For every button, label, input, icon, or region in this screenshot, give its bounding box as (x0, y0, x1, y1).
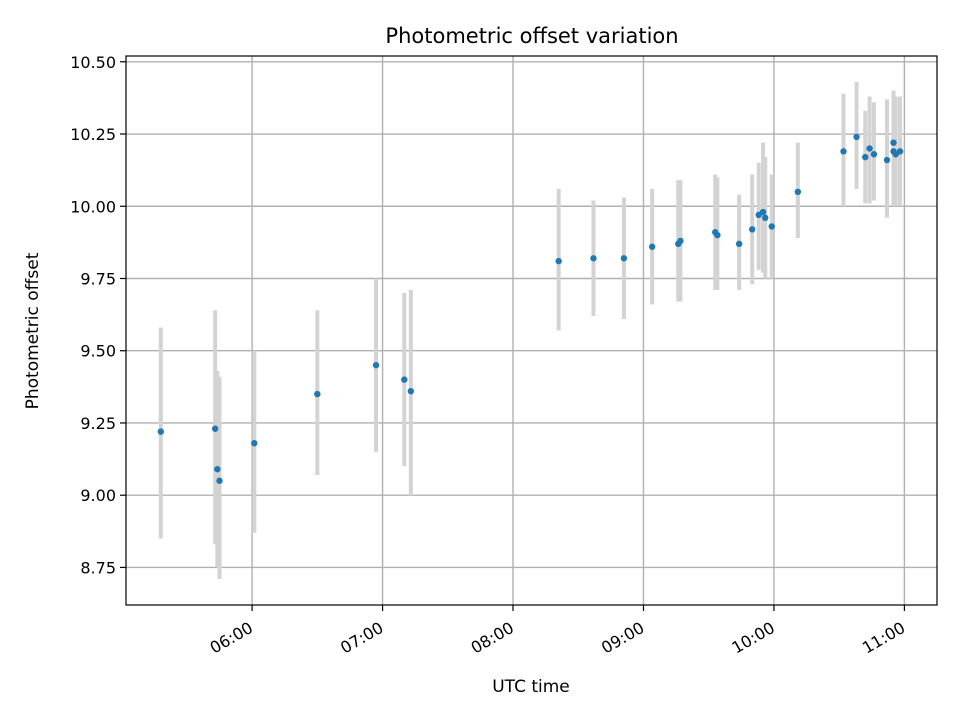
grid-lines (126, 56, 937, 605)
y-tick-label: 9.25 (80, 414, 116, 433)
data-point (216, 477, 223, 484)
y-axis-label: Photometric offset (23, 252, 43, 409)
data-point (211, 425, 219, 432)
data-point (251, 439, 258, 447)
y-tick-label: 10.25 (70, 125, 116, 144)
data-point (590, 255, 597, 262)
y-tick-label: 10.50 (70, 53, 116, 72)
data-point (883, 156, 891, 164)
y-tick-label: 9.00 (80, 486, 116, 505)
data-point (314, 390, 321, 398)
y-tick-label: 9.50 (80, 342, 116, 361)
data-points (157, 133, 904, 484)
x-tick-label: 11:00 (859, 618, 908, 658)
data-point (735, 240, 743, 248)
data-point (407, 387, 415, 395)
data-point (748, 226, 756, 233)
data-point (157, 428, 164, 435)
data-point (759, 208, 767, 216)
data-point (870, 151, 878, 158)
data-point (401, 376, 408, 383)
data-point (890, 139, 897, 146)
data-point (372, 361, 380, 369)
error-bars (158, 82, 903, 579)
data-point (714, 231, 721, 239)
plot-area-frame (125, 55, 938, 606)
data-point (214, 465, 221, 473)
x-tick-label: 06:00 (207, 618, 256, 658)
data-point (555, 257, 562, 265)
data-point (762, 214, 769, 222)
x-tick-label: 08:00 (468, 618, 517, 658)
data-point (853, 133, 860, 141)
chart-title: Photometric offset variation (385, 24, 678, 48)
y-tick-label: 10.00 (70, 197, 116, 216)
data-point (794, 188, 802, 196)
data-point (840, 148, 847, 155)
x-tick-label: 10:00 (728, 618, 777, 658)
data-point (648, 243, 656, 250)
data-point (768, 223, 775, 230)
y-tick-label: 8.75 (80, 558, 116, 577)
data-point (896, 148, 904, 155)
x-axis-label: UTC time (492, 677, 570, 697)
x-tick-label: 07:00 (337, 618, 386, 658)
data-point (862, 153, 869, 161)
data-point (620, 255, 628, 262)
y-tick-label: 9.75 (80, 269, 116, 288)
data-point (677, 237, 684, 245)
x-tick-label: 09:00 (598, 618, 647, 658)
data-point (866, 145, 873, 152)
